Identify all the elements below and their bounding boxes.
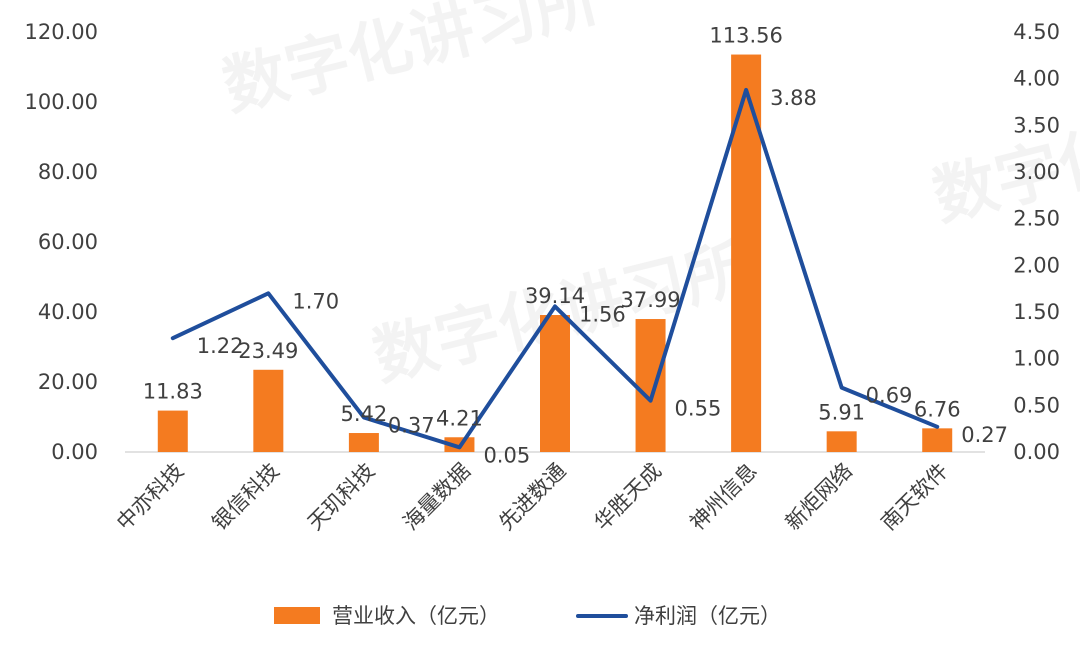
revenue-bar [253, 369, 284, 452]
left-axis-ticks: 0.00 20.00 40.00 60.00 80.00 100.00 120.00 [25, 20, 98, 464]
right-axis-ticks: 0.00 0.50 1.00 1.50 2.00 2.50 3.00 3.50 4.00 4.50 [1013, 20, 1060, 464]
right-tick-label: 4.00 [1013, 67, 1060, 91]
net-profit-line [170, 87, 940, 450]
net-profit-data-label: 0.05 [483, 443, 530, 467]
bar-series [157, 54, 953, 452]
line-series [170, 87, 940, 450]
net-profit-data-label: 1.22 [197, 334, 244, 358]
revenue-bar [731, 54, 762, 452]
revenue-data-label: 4.21 [436, 406, 483, 430]
net-profit-data-label: 3.88 [770, 86, 817, 110]
net-profit-data-label: 0.27 [961, 423, 1008, 447]
left-tick-label: 60.00 [38, 230, 98, 254]
revenue-bar [348, 433, 379, 452]
right-tick-label: 1.50 [1013, 300, 1060, 324]
net-profit-data-label: 1.70 [292, 289, 339, 313]
revenue-data-label: 37.99 [620, 288, 680, 312]
revenue-bar [157, 410, 188, 452]
category-labels: 中亦科技 银信科技 天玑科技 海量数据 先进数通 华胜天成 神州信息 新炬网络 南天软件 [112, 459, 953, 535]
revenue-data-label: 6.76 [914, 397, 961, 421]
left-tick-label: 120.00 [25, 20, 98, 44]
revenue-data-label: 11.83 [143, 380, 203, 404]
net-profit-data-label: 0.69 [866, 384, 913, 408]
left-tick-label: 80.00 [38, 160, 98, 184]
left-tick-label: 20.00 [38, 370, 98, 394]
category-label: 中亦科技 [112, 459, 188, 535]
right-tick-label: 3.50 [1013, 113, 1060, 137]
legend-line-label: 净利润（亿元） [634, 604, 781, 628]
bar-data-labels: 11.83 23.49 5.42 4.21 39.14 37.99 113.56 5.91 6.… [143, 24, 961, 431]
right-tick-label: 0.50 [1013, 393, 1060, 417]
category-label: 银信科技 [208, 459, 284, 535]
line-data-labels: 1.22 1.70 0.37 0.05 1.56 0.55 3.88 0.69 0.27 [197, 86, 1008, 467]
left-tick-label: 40.00 [38, 300, 98, 324]
right-tick-label: 0.00 [1013, 440, 1060, 464]
category-label: 海量数据 [399, 459, 475, 535]
left-tick-label: 100.00 [25, 90, 98, 114]
legend-bar-swatch [274, 607, 320, 624]
right-tick-label: 3.00 [1013, 160, 1060, 184]
right-tick-label: 4.50 [1013, 20, 1060, 44]
revenue-bar [826, 431, 857, 452]
revenue-bar [540, 315, 570, 452]
legend-bar-label: 营业收入（亿元） [332, 604, 500, 628]
revenue-bar [922, 428, 953, 452]
revenue-data-label: 39.14 [525, 284, 585, 308]
category-label: 神州信息 [685, 459, 761, 535]
net-profit-data-label: 0.37 [388, 413, 435, 437]
net-profit-data-label: 0.55 [675, 397, 722, 421]
watermark-text: 数字化讲习所 [216, 0, 606, 126]
right-tick-label: 2.00 [1013, 253, 1060, 277]
category-label: 先进数通 [494, 459, 570, 535]
legend: 营业收入（亿元） 净利润（亿元） [274, 604, 781, 628]
right-tick-label: 2.50 [1013, 207, 1060, 231]
net-profit-data-label: 1.56 [579, 302, 626, 326]
category-label: 新炬网络 [781, 459, 857, 535]
revenue-data-label: 113.56 [709, 24, 782, 48]
revenue-bar [635, 319, 666, 452]
right-tick-label: 1.00 [1013, 347, 1060, 371]
category-label: 华胜天成 [590, 459, 666, 535]
revenue-data-label: 5.91 [818, 400, 865, 424]
category-label: 天玑科技 [303, 459, 379, 535]
revenue-data-label: 23.49 [238, 339, 298, 363]
category-label: 南天软件 [876, 459, 952, 535]
revenue-data-label: 5.42 [341, 402, 388, 426]
left-tick-label: 0.00 [51, 440, 98, 464]
